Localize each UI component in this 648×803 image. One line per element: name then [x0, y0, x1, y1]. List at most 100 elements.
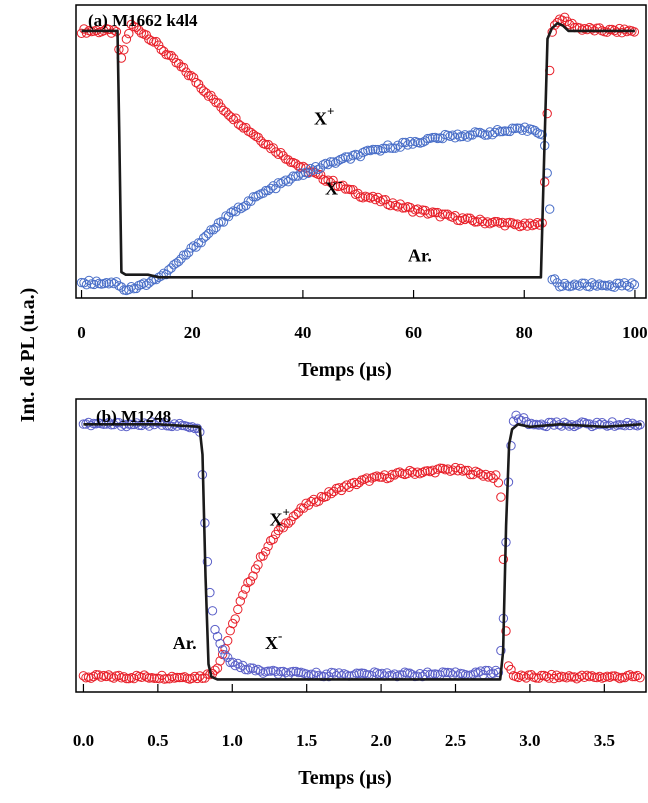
panel-a-xtick-label: 80	[516, 323, 533, 342]
panel-a-xminus-point	[206, 225, 216, 235]
panel-b-xminus-point	[223, 652, 233, 663]
panel-a-xplus-point	[156, 44, 166, 55]
panel-b-xminus-point	[230, 660, 240, 671]
panel-b-xplus-point	[88, 671, 99, 682]
panel-b-xplus-point	[172, 672, 182, 683]
panel-a-xplus-point	[283, 155, 293, 165]
panel-a-xminus-point	[597, 280, 607, 291]
panel-b-xminus-point	[210, 624, 220, 635]
panel-b-xplus-point	[468, 469, 478, 480]
panel-a-xplus-point	[535, 220, 545, 230]
y-axis-label: Int. de PL (u.a.)	[17, 288, 39, 422]
panel-b-xplus-point	[248, 571, 258, 581]
panel-b-xplus-point	[240, 584, 251, 594]
panel-a-xplus-point	[323, 175, 333, 185]
panel-a-xplus-point	[201, 88, 211, 98]
panel-b-title: (b) M1248	[96, 407, 171, 426]
panel-a-xminus-point	[375, 146, 386, 156]
panel-b-annotation: Ar.	[173, 633, 197, 653]
panel-a-xminus-point	[89, 279, 99, 290]
panel-b-xtick-label: 2.5	[445, 731, 466, 750]
panel-a-xplus-point	[457, 213, 468, 223]
panel-a-xminus-point	[178, 250, 189, 260]
panel-b-xminus-point	[529, 420, 539, 430]
panel-b-xplus-point	[136, 672, 147, 682]
panel-a-xminus-point	[358, 147, 368, 158]
panel-a-xminus-point	[390, 143, 400, 153]
panel-a-xminus-point	[604, 280, 615, 290]
panel-b-xminus-point	[415, 669, 425, 679]
panel-a-xminus-point	[340, 152, 351, 162]
panel-b-xtick-label: 0.0	[73, 731, 94, 750]
panel-b-series-ar-line	[83, 422, 642, 681]
panel-a-xminus-point	[193, 238, 204, 248]
panel-a-xplus-point	[480, 219, 490, 229]
panel-b-xplus-point	[253, 560, 263, 570]
panel-a-xminus-point	[258, 188, 268, 198]
panel-b-xplus-point	[579, 672, 590, 682]
panel-a-xminus-point	[428, 132, 438, 143]
panel-a-xplus-point	[512, 219, 522, 229]
panel-b-xtick-label: 0.5	[147, 731, 168, 750]
panel-b-xplus-point	[101, 671, 111, 682]
panel-a-xplus-point	[415, 208, 425, 218]
panel-a-xplus-point	[482, 217, 493, 227]
panel-b-xplus-point	[321, 491, 331, 502]
panel-b-xminus-point	[627, 418, 638, 428]
panel-a-xminus-point	[368, 144, 378, 155]
panel-a-xplus-point	[276, 148, 286, 158]
panel-a-xplus-point	[467, 215, 478, 226]
panel-b-xplus-point	[410, 469, 420, 479]
panel-b-xplus-point	[245, 576, 256, 586]
panel-b-xplus-point	[405, 465, 415, 476]
panel-b-xplus-point	[455, 463, 466, 474]
panel-b-xminus-point	[382, 668, 392, 678]
panel-a-xminus-point	[627, 278, 637, 288]
panel-b-xminus-point	[271, 666, 281, 676]
panel-b-xminus-point	[202, 557, 213, 567]
panel-a-xminus-point	[161, 269, 171, 280]
panel-b-xplus-point	[635, 673, 645, 683]
panel-b-xplus-point	[551, 670, 562, 680]
panel-b-xplus-point	[389, 470, 400, 480]
panel-b: (b) M1248 0.0 0.5 1.0 1.5 2.0 2.5 3.0 3.5 X+X-A…	[73, 398, 647, 789]
panel-a-xplus-point	[121, 34, 132, 44]
panel-b-xtick-label: 3.0	[519, 731, 540, 750]
panel-b-xplus-point	[129, 673, 139, 684]
panel-b-xplus-point	[104, 670, 114, 680]
panel-b-xminus-point	[104, 417, 114, 428]
panel-a-xplus-point	[490, 216, 500, 227]
panel-a-xplus-point	[437, 209, 448, 219]
panel-a-xminus-point	[198, 233, 209, 243]
panel-b-xplus-point	[291, 509, 301, 520]
panel-b-frame	[75, 398, 647, 693]
panel-a-xminus-point	[574, 281, 585, 291]
panel-b-xplus-point	[91, 670, 101, 680]
panel-a-xplus-point	[248, 129, 259, 140]
panel-a-xminus-point	[216, 217, 226, 227]
panel-b-xplus-point	[352, 479, 362, 490]
panel-a-xminus-point	[298, 170, 308, 180]
panel-a-xminus-point	[251, 192, 261, 202]
panel-b-xplus-point	[263, 541, 273, 551]
panel-a-xplus-point	[383, 199, 393, 210]
panel-b-xplus-point	[235, 596, 246, 606]
panel-b-xplus-point	[225, 626, 235, 636]
panel-b-annotations: X+X-Ar.	[173, 504, 290, 653]
panel-a-xminus-point	[492, 125, 503, 135]
panel-b-xminus-point	[402, 668, 412, 678]
panel-a-xplus-point	[188, 72, 199, 83]
panel-a-xminus-point	[303, 168, 313, 179]
panel-b-xplus-point	[131, 670, 142, 681]
panel-a-xplus-point	[408, 207, 418, 217]
panel-a-xplus-point	[154, 40, 164, 50]
panel-a-xminus-point	[629, 280, 640, 290]
panel-b-xminus-point	[83, 417, 94, 428]
panel-b-xplus-point	[164, 674, 175, 684]
panel-a-xtick-label: 100	[622, 323, 648, 342]
panel-a-xplus-point	[236, 121, 246, 131]
panel-a-annotation: X+	[314, 103, 334, 128]
panel-a-xminus-point	[79, 278, 89, 288]
panel-b-xplus-point	[496, 492, 506, 502]
